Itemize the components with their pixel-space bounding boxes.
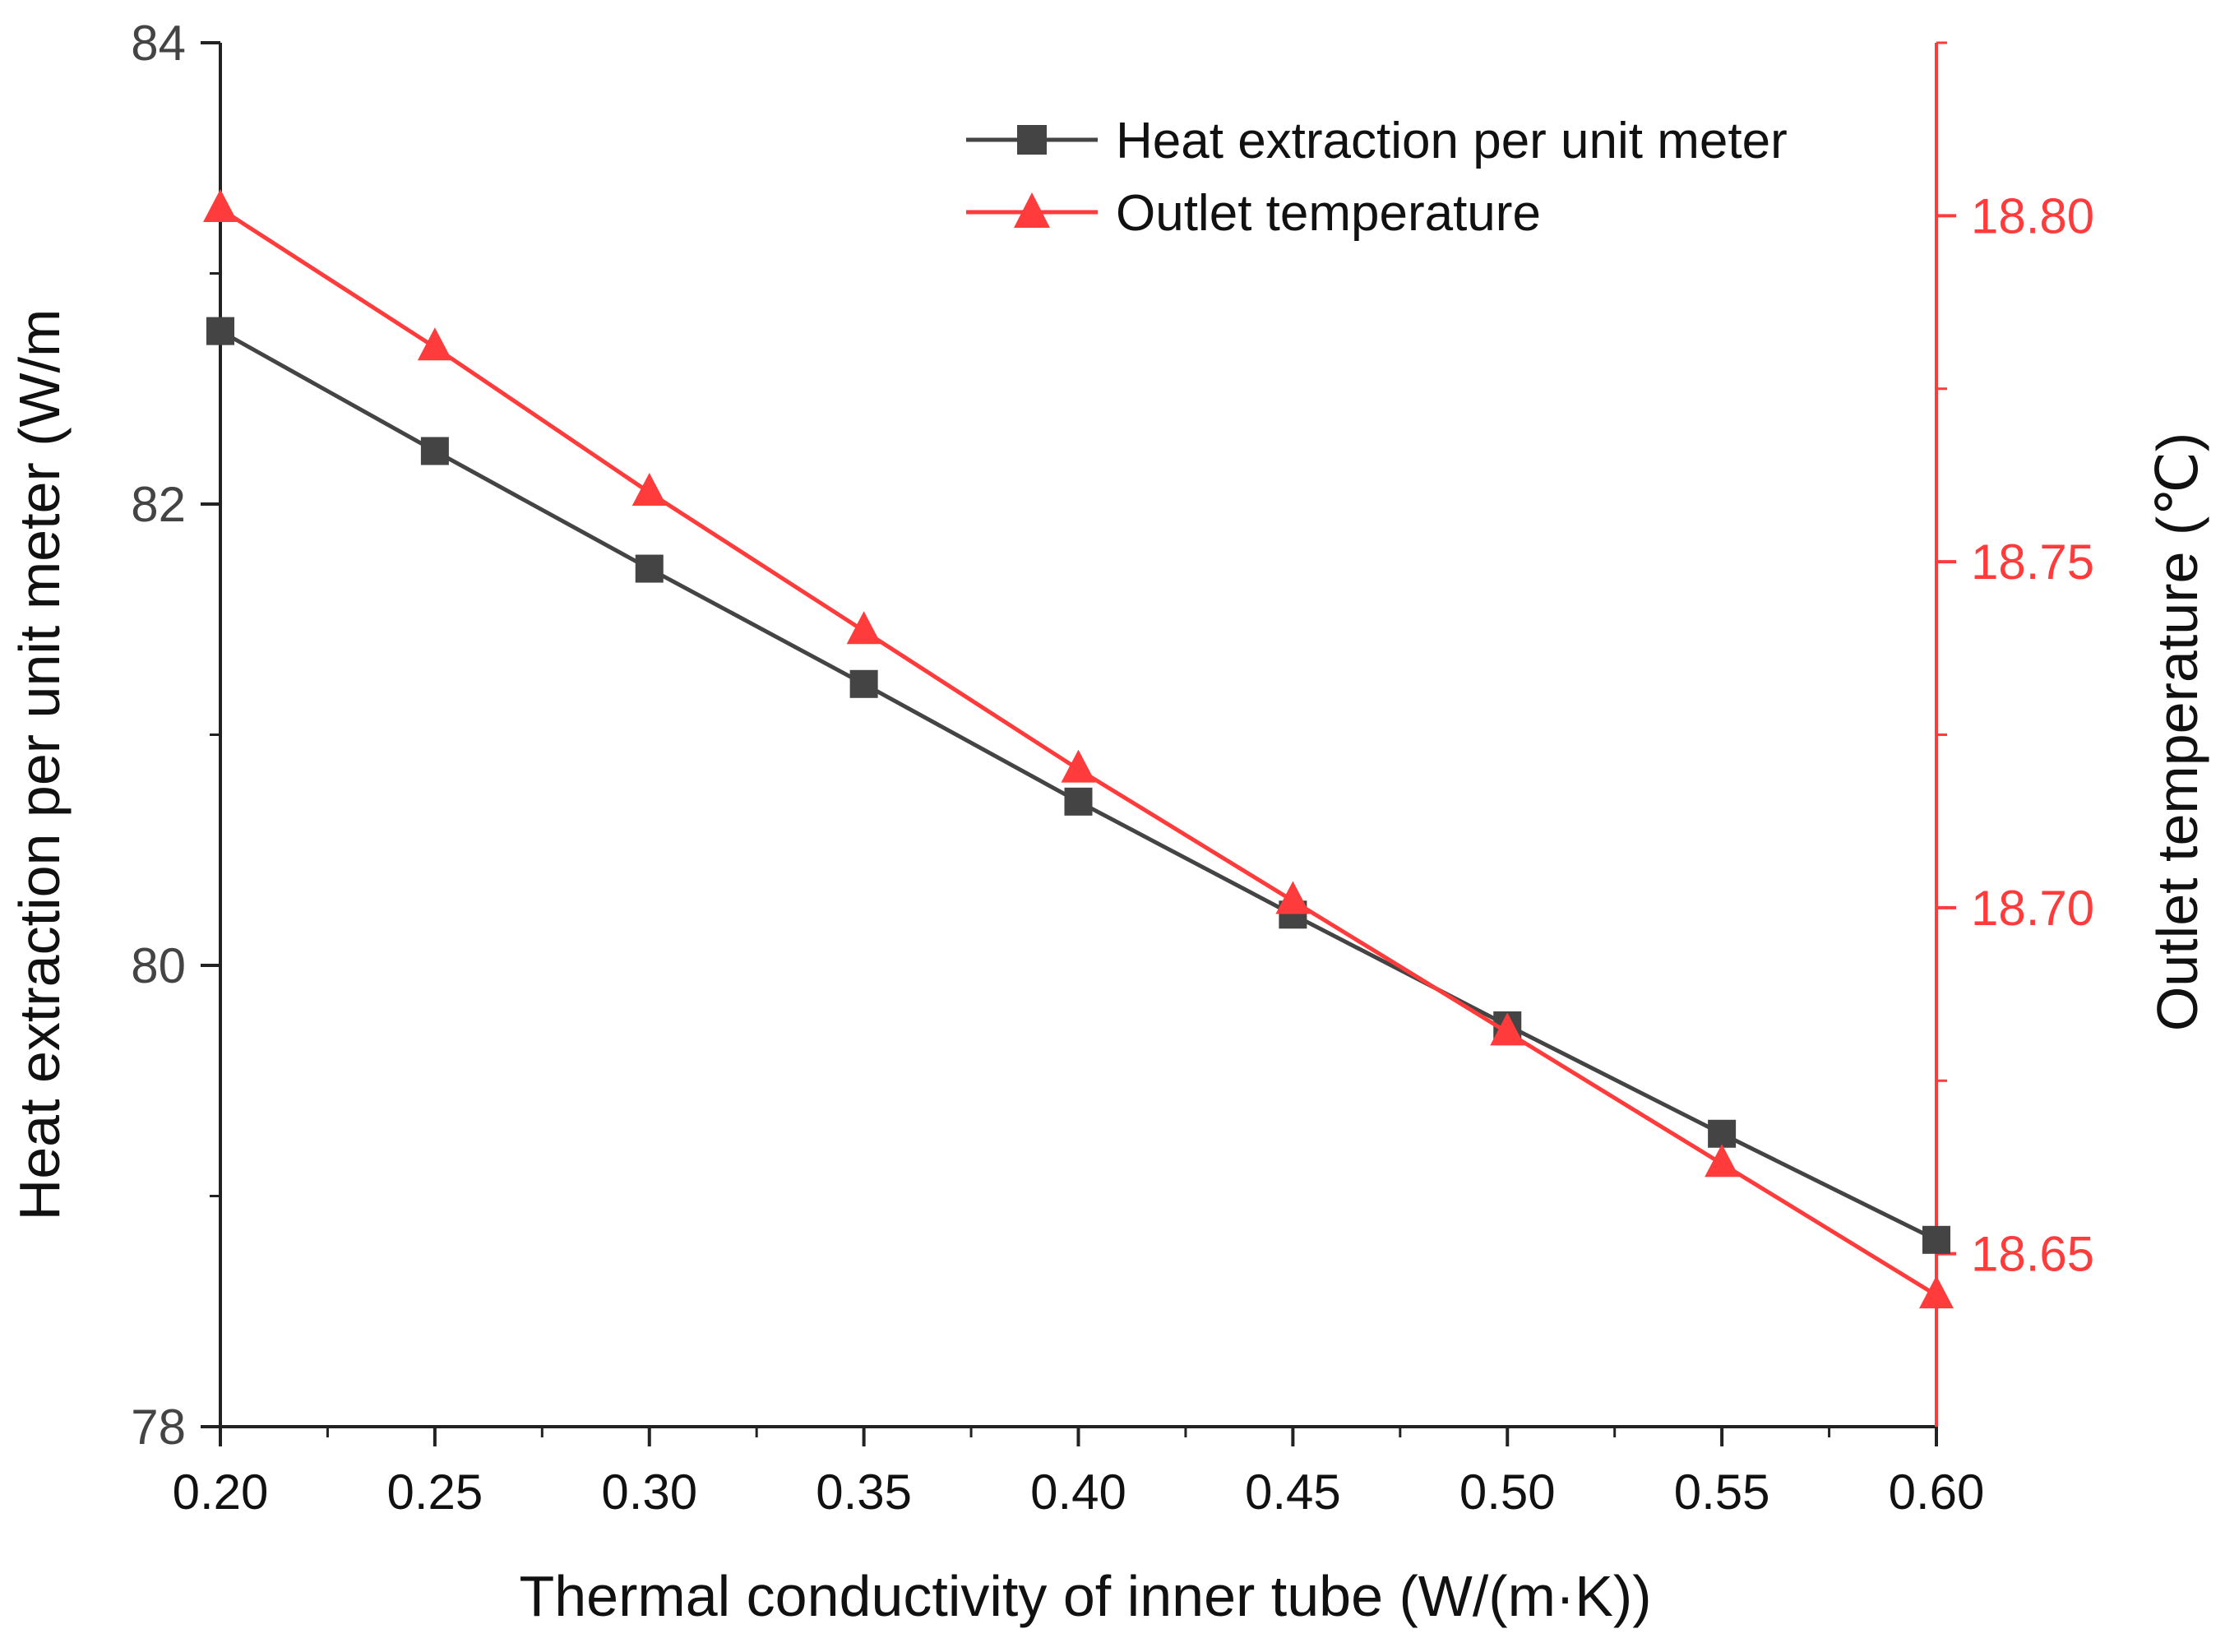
x-tick-label: 0.50 bbox=[1459, 1465, 1556, 1520]
x-axis-title: Thermal conductivity of inner tube (W/(m… bbox=[519, 1564, 1651, 1628]
data-point-heat-extraction bbox=[206, 317, 234, 345]
y-left-tick-label: 78 bbox=[131, 1400, 186, 1455]
x-tick-label: 0.20 bbox=[173, 1465, 269, 1520]
y-axis-right-title: Outlet temperature (℃) bbox=[2145, 433, 2209, 1031]
data-point-heat-extraction bbox=[849, 669, 878, 698]
y-right-tick-label: 18.70 bbox=[1971, 881, 2094, 936]
axes-group bbox=[219, 43, 1938, 1428]
series-line-heat-extraction bbox=[219, 329, 1938, 1242]
data-point-outlet-temperature bbox=[1061, 749, 1096, 783]
data-point-heat-extraction bbox=[1708, 1119, 1737, 1148]
data-point-outlet-temperature bbox=[1275, 881, 1311, 914]
x-tick-label: 0.40 bbox=[1030, 1465, 1126, 1520]
ticks-group: 0.20 0.25 0.30 0.35 0.40 0.45 0.50 0.55 0.60 78 80… bbox=[131, 16, 2094, 1520]
data-point-outlet-temperature bbox=[417, 327, 452, 361]
x-tick-label: 0.60 bbox=[1889, 1465, 1985, 1520]
legend-label-heat-extraction: Heat extraction per unit meter bbox=[1116, 113, 1788, 169]
x-tick-label: 0.45 bbox=[1245, 1465, 1341, 1520]
y-right-tick-label: 18.80 bbox=[1971, 188, 2094, 243]
data-point-outlet-temperature bbox=[203, 188, 238, 222]
data-point-outlet-temperature bbox=[1490, 1012, 1525, 1046]
data-point-heat-extraction bbox=[635, 554, 664, 583]
data-point-heat-extraction bbox=[1922, 1225, 1950, 1254]
y-left-tick-label: 80 bbox=[131, 938, 186, 993]
legend-label-outlet-temperature: Outlet temperature bbox=[1116, 185, 1541, 242]
legend-marker-outlet-temperature bbox=[1014, 192, 1050, 228]
data-point-outlet-temperature bbox=[1705, 1144, 1740, 1178]
legend: Heat extraction per unit meter Outlet te… bbox=[966, 113, 1788, 242]
data-point-outlet-temperature bbox=[1919, 1275, 1954, 1309]
x-tick-label: 0.35 bbox=[816, 1465, 912, 1520]
y-right-tick-label: 18.75 bbox=[1971, 534, 2094, 590]
legend-marker-heat-extraction bbox=[1017, 125, 1047, 155]
data-point-heat-extraction bbox=[1064, 787, 1093, 816]
series-group bbox=[203, 188, 1954, 1309]
y-left-tick-label: 84 bbox=[131, 16, 186, 71]
x-tick-label: 0.25 bbox=[386, 1465, 483, 1520]
x-tick-label: 0.55 bbox=[1674, 1465, 1770, 1520]
y-axis-left-title: Heat extraction per unit meter (W/m bbox=[7, 309, 72, 1221]
y-left-tick-label: 82 bbox=[131, 477, 186, 532]
x-tick-label: 0.30 bbox=[601, 1465, 697, 1520]
data-point-outlet-temperature bbox=[846, 611, 881, 645]
data-point-outlet-temperature bbox=[631, 472, 667, 506]
y-right-tick-label: 18.65 bbox=[1971, 1227, 2094, 1282]
data-point-heat-extraction bbox=[420, 437, 449, 465]
